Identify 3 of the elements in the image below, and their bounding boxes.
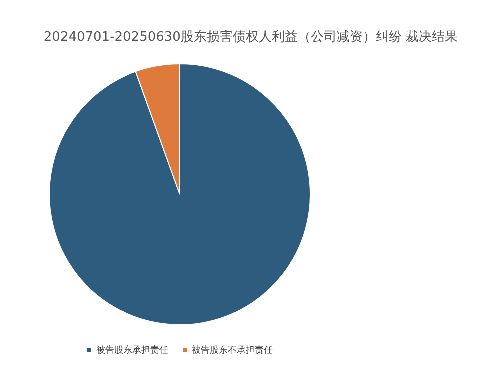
chart-title: 20240701-20250630股东损害债权人利益（公司减资）纠纷 裁决结果: [42, 29, 460, 46]
legend-label: 被告股东不承担责任: [192, 344, 273, 356]
legend-label: 被告股东承担责任: [96, 344, 168, 356]
